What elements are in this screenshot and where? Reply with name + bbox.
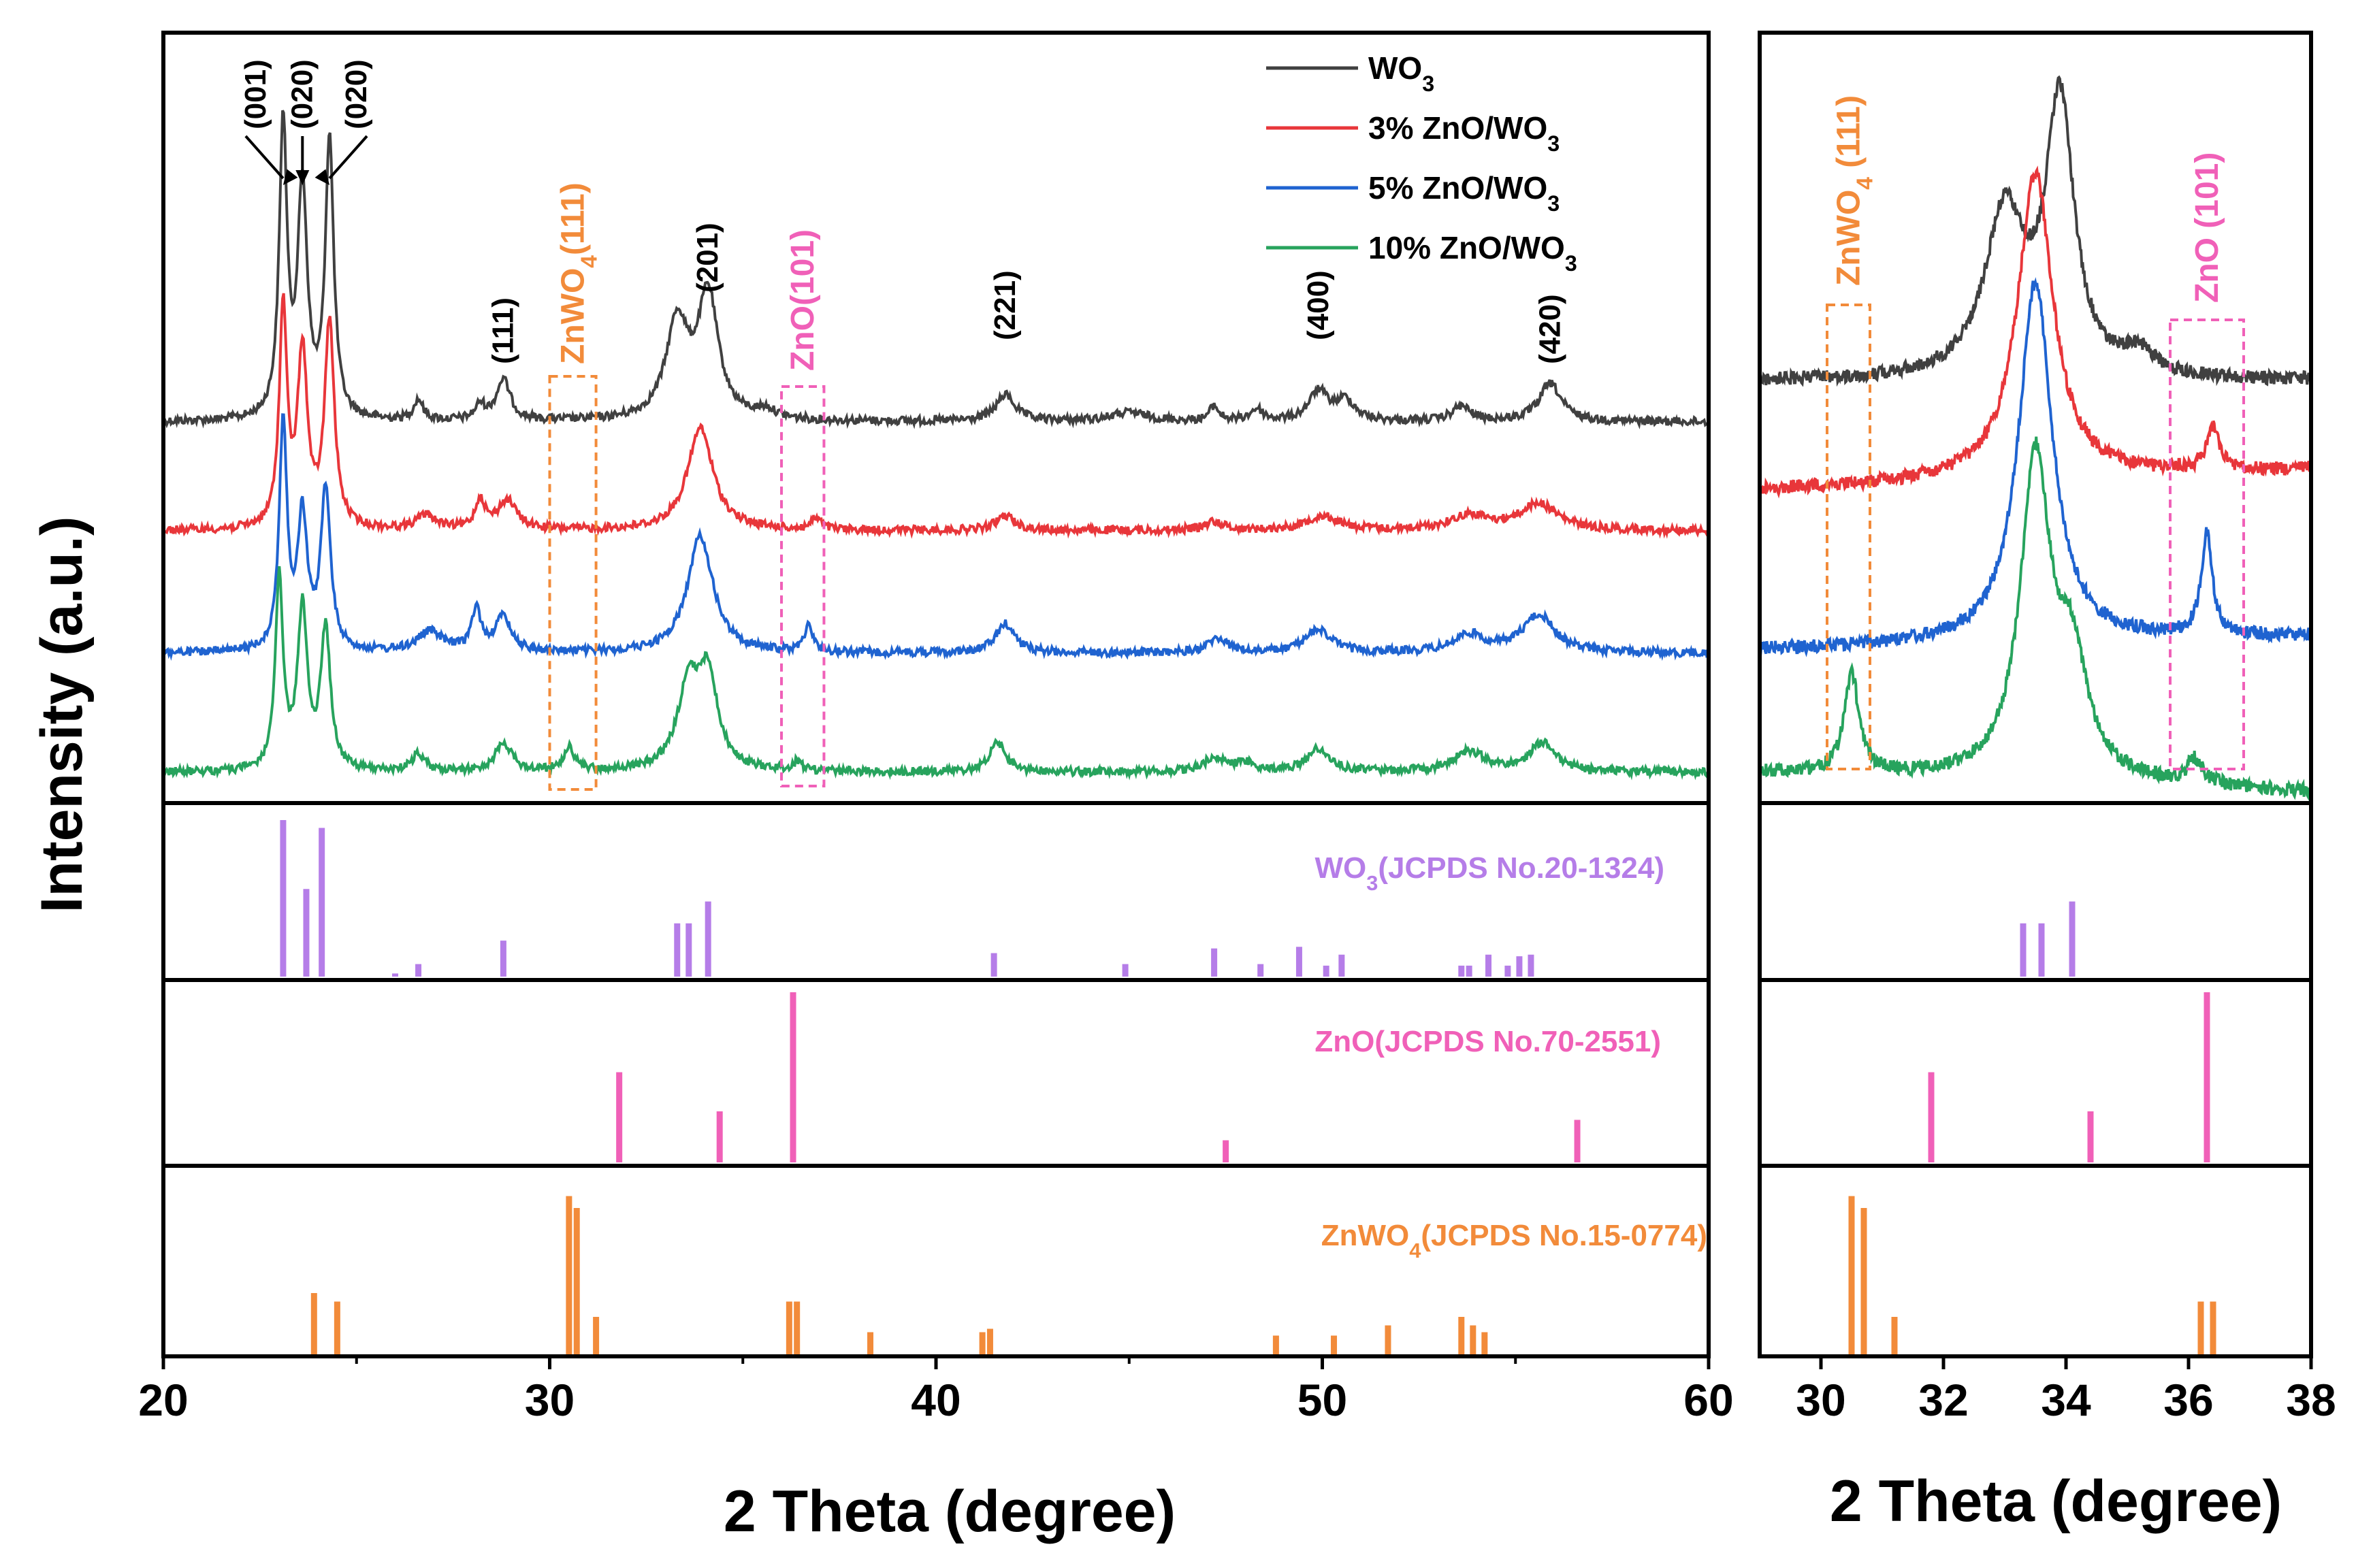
right-x-tick-label: 36 <box>2163 1375 2213 1425</box>
left-x-axis-title: 2 Theta (degree) <box>724 1479 1176 1544</box>
right-panel-frame <box>1758 31 2313 1358</box>
right-trace-wo3 <box>1758 75 2312 387</box>
peak-label: (111) <box>486 297 519 364</box>
phase-box-group: ZnWO4(111) ZnO(101) ZnWO4 (111) ZnO (101) <box>548 95 2245 791</box>
left-znwo4-label: ZnWO4(111) <box>555 182 602 364</box>
left-zno-label: ZnO(101) <box>785 229 821 371</box>
right-zno-label: ZnO (101) <box>2189 152 2225 303</box>
peak-label: (020) <box>340 59 373 129</box>
peak-arrow <box>328 135 368 180</box>
right-trace-zno3 <box>1758 165 2312 499</box>
tick-group: 20 30 40 50 60 30 32 34 36 38 <box>138 1356 2336 1425</box>
peak-arrowhead <box>283 169 298 186</box>
left-panel-frame <box>161 31 1711 1358</box>
legend-label-zno10: 10% ZnO/WO3 <box>1368 230 1577 276</box>
reference-labels: WO3(JCPDS No.20-1324) ZnO(JCPDS No.70-255… <box>1314 851 1707 1262</box>
peak-arrowhead <box>314 169 330 185</box>
left-trace-wo3 <box>162 110 1709 429</box>
right-trace-zno5 <box>1758 277 2312 658</box>
right-x-tick-label: 30 <box>1796 1375 1845 1425</box>
peak-label: (420) <box>1533 294 1566 364</box>
left-x-tick-label: 40 <box>911 1375 961 1425</box>
right-x-tick-label: 34 <box>2041 1375 2091 1425</box>
reference-label-ref_wo3: WO3(JCPDS No.20-1324) <box>1314 851 1664 895</box>
legend: WO3 3% ZnO/WO3 5% ZnO/WO3 10% ZnO/WO3 <box>1266 50 1577 276</box>
left-x-tick-label: 60 <box>1683 1375 1733 1425</box>
right-trace-zno10 <box>1758 436 2312 801</box>
left-znwo4-box <box>548 375 598 791</box>
left-zno-box <box>780 385 826 787</box>
right-x-axis-title: 2 Theta (degree) <box>1830 1469 2282 1534</box>
left-reference-group <box>280 820 1581 1354</box>
right-znwo4-label: ZnWO4 (111) <box>1831 95 1878 286</box>
y-axis-title: Intensity (a.u.) <box>29 517 95 913</box>
frames <box>161 31 2313 1358</box>
left-x-tick-label: 50 <box>1297 1375 1347 1425</box>
legend-label-zno5: 5% ZnO/WO3 <box>1368 170 1560 216</box>
peak-arrowhead <box>295 170 310 185</box>
left-x-tick-label: 20 <box>138 1375 188 1425</box>
right-x-tick-label: 32 <box>1918 1375 1968 1425</box>
legend-label-zno3: 3% ZnO/WO3 <box>1368 110 1560 156</box>
peak-label: (020) <box>285 59 319 129</box>
right-x-tick-label: 38 <box>2286 1375 2336 1425</box>
peak-label: (400) <box>1302 270 1335 340</box>
left-trace-zno10 <box>162 566 1710 781</box>
legend-label-wo3: WO3 <box>1368 50 1434 96</box>
right-reference-group <box>1848 901 2216 1354</box>
reference-label-ref_znwo4: ZnWO4(JCPDS No.15-0774) <box>1321 1219 1707 1262</box>
right-series-group <box>1758 75 2312 801</box>
peak-label: (201) <box>691 223 724 293</box>
reference-label-ref_zno: ZnO(JCPDS No.70-2551) <box>1314 1025 1661 1058</box>
left-trace-zno3 <box>162 293 1710 539</box>
peak-arrow <box>244 135 285 180</box>
right-zno-box <box>2169 318 2245 770</box>
peak-label-group: (001) (020) (020) (111) (201) (221) (400) (420) <box>239 59 1566 364</box>
peak-label: (221) <box>988 270 1022 340</box>
right-znwo4-box <box>1826 304 1871 770</box>
left-x-tick-label: 30 <box>525 1375 575 1425</box>
left-series-group <box>162 110 1710 781</box>
peak-label: (001) <box>239 59 272 129</box>
left-trace-zno5 <box>163 413 1710 662</box>
